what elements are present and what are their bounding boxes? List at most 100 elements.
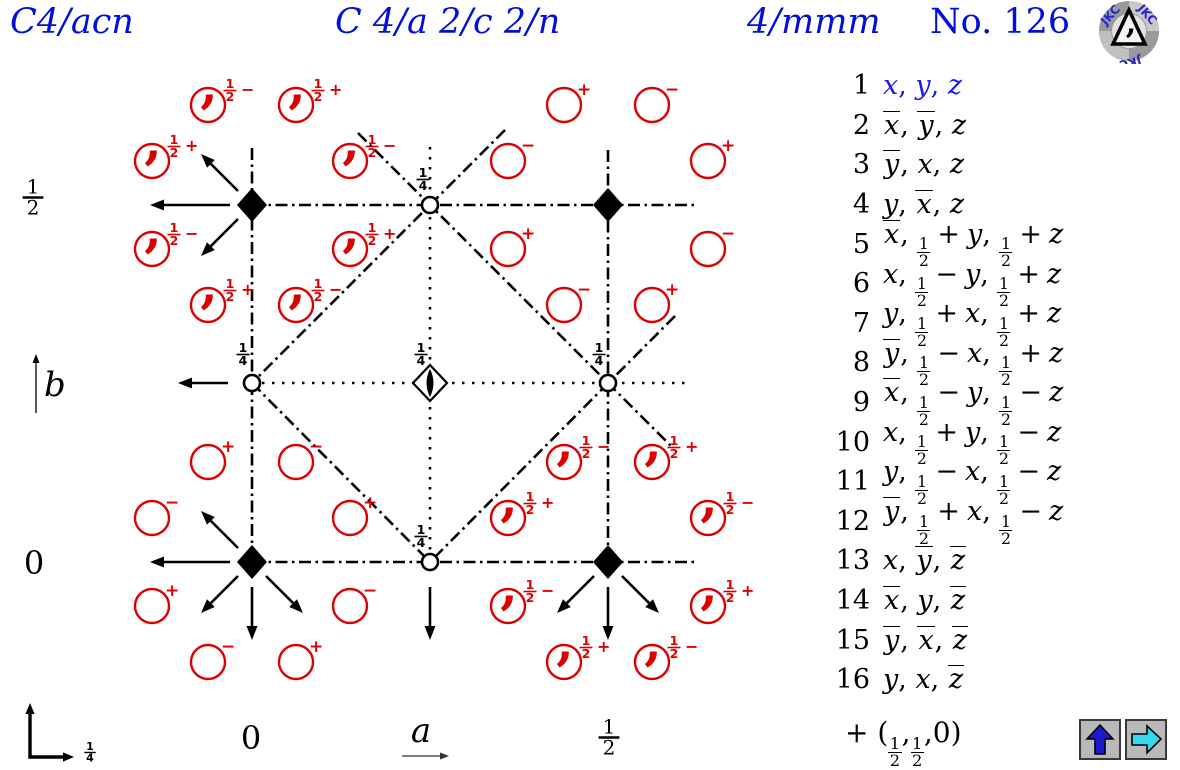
atom-sign-label: +	[329, 80, 342, 99]
position-number: 15	[835, 624, 870, 656]
twofold-axis-arrow-head	[178, 377, 192, 389]
axis-label-zero-a: 0	[241, 719, 261, 757]
twofold-axis-arrow	[565, 575, 595, 605]
position-coordinates: y, 1 2 + x, 1 2− z	[883, 496, 1064, 548]
position-coordinates: y, x, z	[883, 189, 965, 221]
inversion-center-symbol	[420, 195, 440, 215]
axis-label-half-b: 1	[27, 174, 40, 198]
twofold-axis-arrow-head	[201, 511, 215, 525]
position-number: 11	[835, 466, 870, 498]
atom-sign-label: +	[577, 80, 591, 100]
atom-height-label: 1	[368, 132, 377, 147]
position-row: 4 y, x, z	[828, 185, 1168, 225]
b-axis-label: b	[44, 365, 66, 405]
atom-circle	[633, 286, 671, 324]
atom-sign-label: −	[521, 136, 535, 156]
atom-enantiomer-circle	[189, 286, 227, 324]
atom-sign-label: +	[597, 637, 610, 656]
atom-sign-label: +	[685, 437, 698, 456]
atom-circle	[133, 499, 171, 537]
atom-sign-label: −	[185, 224, 198, 243]
position-number: 8	[852, 347, 870, 379]
atom-comma: ,	[144, 199, 161, 258]
axis-label-zero-b: 0	[24, 544, 44, 582]
atom-enantiomer-circle	[689, 499, 727, 537]
atom-circle	[633, 86, 671, 124]
position-row: 9 x, 1 2− y, 1 2− z	[828, 377, 1168, 427]
atom-height-label: 2	[226, 89, 235, 104]
position-coordinates: y, x, z	[883, 624, 969, 656]
atom-sign-label: −	[741, 493, 754, 512]
inversion-center-symbol	[598, 373, 618, 393]
a-axis-label: a	[411, 711, 431, 751]
atom-height-label: 2	[314, 289, 323, 304]
nav-up-button[interactable]	[1079, 719, 1121, 760]
atom-comma: ,	[200, 255, 217, 314]
atom-sign-label: +	[665, 280, 679, 300]
atom-sign-label: −	[165, 493, 179, 513]
position-coordinates: x, y, z	[883, 585, 967, 617]
height-quarter-label: 1	[417, 340, 426, 355]
atom-enantiomer-circle	[489, 587, 527, 625]
atom-enantiomer-circle	[331, 142, 369, 180]
position-row: 10 x, 1 2 + y, 1 2− z	[828, 417, 1168, 467]
atom-height-label: 2	[170, 233, 179, 248]
origin-quarter-label: 1	[86, 740, 94, 753]
atom-comma: ,	[342, 199, 359, 258]
position-coordinates: y, 1 2− x, 1 2 + z	[883, 337, 1064, 390]
position-coordinates: y, x, z	[883, 149, 965, 181]
atom-enantiomer-circle	[277, 86, 315, 124]
atom-height-label: 1	[314, 276, 323, 291]
atom-height-label: 2	[170, 145, 179, 160]
atom-circle	[133, 587, 171, 625]
fourfold-axis-symbol	[237, 188, 267, 222]
position-row: 15 y, x, z	[828, 620, 1168, 660]
nav-next-button[interactable]	[1125, 719, 1167, 760]
atom-height-label: 1	[368, 220, 377, 235]
atom-sign-label: −	[685, 637, 698, 656]
atom-height-label: 2	[526, 502, 535, 517]
position-number: 14	[835, 585, 870, 617]
atom-enantiomer-circle	[331, 230, 369, 268]
logo-triangle	[1110, 5, 1148, 46]
atom-sign-label: +	[363, 493, 377, 513]
position-row: 7 y, 1 2 + x, 1 2 + z	[828, 298, 1168, 348]
atom-enantiomer-circle	[133, 230, 171, 268]
atom-height-label: 2	[582, 446, 591, 461]
atom-height-label: 2	[582, 646, 591, 661]
atom-height-label: 1	[670, 433, 679, 448]
height-quarter-label: 1	[595, 340, 604, 355]
twofold-axis-arrow-head	[424, 626, 436, 640]
origin-quarter-label: 4	[86, 752, 94, 765]
atom-height-label: 2	[226, 289, 235, 304]
atom-enantiomer-circle	[689, 587, 727, 625]
atom-circle	[545, 286, 583, 324]
atom-comma: ,	[500, 468, 517, 527]
height-quarter-label: 4	[595, 353, 604, 368]
position-coordinates: x, 1 2 + y, 1 2− z	[883, 416, 1062, 469]
position-row: 5 x, 1 2 + y, 1 2 + z	[828, 219, 1168, 269]
atom-circle	[189, 443, 227, 481]
atom-sign-label: +	[383, 224, 396, 243]
glide-line-dashdot	[357, 132, 673, 448]
space-group-number: No. 126	[930, 2, 1071, 42]
atom-sign-label: −	[221, 637, 235, 657]
position-number: 16	[835, 664, 870, 696]
position-row: 12 y, 1 2 + x, 1 2− z	[828, 496, 1168, 546]
twofold-axis-arrow-head	[150, 556, 164, 568]
position-coordinates: y, x, z	[883, 664, 965, 696]
atom-comma: ,	[700, 556, 717, 615]
position-row: 3 y, x, z	[828, 145, 1168, 185]
twofold-axis-arrow	[265, 575, 295, 605]
twofold-axis-arrow-head	[645, 599, 659, 613]
position-number: 13	[835, 545, 870, 577]
twofold-axis-arrow-head	[602, 626, 614, 640]
point-group-symbol: 4/mmm	[747, 2, 881, 42]
atom-circle	[277, 443, 315, 481]
position-coordinates: x, 1 2 + y, 1 2 + z	[883, 218, 1064, 271]
position-coordinates: y, 1 2 + x, 1 2 + z	[883, 298, 1062, 350]
logo-letters: JKC	[1118, 53, 1144, 64]
atom-height-label: 1	[726, 577, 735, 592]
atom-circle	[277, 643, 315, 681]
atom-sign-label: +	[741, 581, 754, 600]
